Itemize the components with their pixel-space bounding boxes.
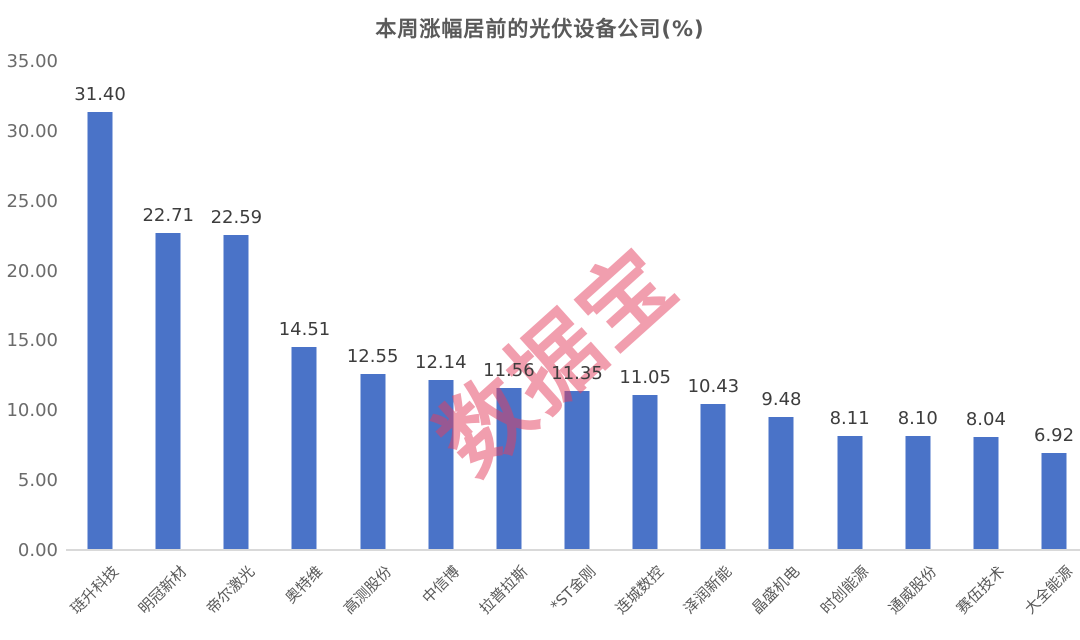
y-tick-label: 20.00	[6, 260, 58, 282]
x-category-label: 赛伍技术	[952, 562, 1009, 618]
x-category-label: 奥特维	[282, 562, 327, 607]
y-tick-label: 10.00	[6, 400, 58, 422]
chart-title: 本周涨幅居前的光伏设备公司(%)	[375, 17, 705, 41]
bar-value-label: 22.71	[142, 205, 194, 227]
bar-value-label: 10.43	[687, 375, 740, 397]
x-category-label: 帝尔激光	[203, 562, 259, 618]
bar-column: 31.40 琏升科技	[66, 62, 134, 617]
bar-value-label: 6.92	[1033, 424, 1075, 446]
bar-value-label: 11.56	[483, 360, 535, 382]
bar	[87, 112, 113, 549]
x-category-label: 泽润新能	[680, 562, 736, 618]
bar	[428, 380, 454, 549]
bar-column: 11.35 *ST金刚	[543, 62, 611, 615]
y-tick-label: 15.00	[6, 330, 58, 352]
bar-column: 6.92 大全能源	[1020, 62, 1080, 618]
bar-column: 11.05 连城数控	[611, 62, 679, 617]
bar-column: 9.48 晶盛机电	[747, 62, 815, 617]
x-category-label: 琏升科技	[67, 562, 123, 618]
x-category-label: 高测股份	[339, 562, 395, 618]
plot-area: 31.40 琏升科技 22.71 明冠新材 22.59 帝尔激光 14.51 奥特维 12.55…	[66, 62, 1080, 618]
bar-column: 8.11 时创能源	[816, 62, 884, 617]
y-tick-label: 30.00	[6, 120, 58, 142]
x-category-label: 晶盛机电	[748, 562, 804, 618]
bar	[360, 374, 386, 549]
bar-value-label: 9.48	[761, 389, 802, 411]
bar-column: 10.43 泽润新能	[679, 62, 747, 618]
x-category-label: 拉普拉斯	[475, 562, 532, 618]
x-category-label: 时创能源	[816, 562, 872, 618]
bar	[905, 436, 931, 549]
bar-column: 8.04 赛伍技术	[952, 62, 1020, 617]
bar-column: 14.51 奥特维	[270, 62, 338, 607]
bar-column: 22.59 帝尔激光	[202, 62, 270, 618]
bar-value-label: 8.10	[897, 408, 938, 430]
y-tick-label: 0.00	[17, 540, 58, 561]
bar	[700, 403, 726, 549]
bar	[1041, 452, 1067, 549]
bar-column: 12.55 高测股份	[339, 62, 407, 617]
bar-value-label: 12.14	[415, 352, 467, 374]
y-axis: 35.00 30.00 25.00 20.00 15.00 10.00 5.00 0.00	[0, 0, 58, 640]
x-category-label: 明冠新材	[135, 562, 191, 618]
y-tick-label: 25.00	[6, 190, 58, 212]
bar	[973, 437, 999, 549]
bar-column: 12.14 中信博	[407, 62, 475, 607]
x-category-label: 大全能源	[1021, 562, 1077, 618]
bar-value-label: 8.11	[829, 408, 870, 430]
bar-value-label: 8.04	[965, 409, 1006, 431]
bar-value-label: 12.55	[346, 346, 399, 368]
bar-value-label: 14.51	[278, 319, 331, 341]
y-tick-label: 35.00	[6, 51, 58, 72]
bar-value-label: 22.59	[210, 206, 263, 228]
bar	[291, 347, 317, 549]
bar	[564, 391, 590, 549]
bar	[837, 436, 863, 549]
bar-value-label: 31.40	[74, 84, 126, 106]
x-category-label: 中信博	[418, 562, 463, 607]
bar-value-label: 11.35	[551, 363, 603, 385]
bar-value-label: 11.05	[619, 367, 671, 389]
bar	[223, 234, 249, 549]
bar-column: 22.71 明冠新材	[134, 62, 202, 618]
x-category-label: 通威股份	[884, 562, 940, 618]
bar	[768, 417, 794, 549]
bar-column: 11.56 拉普拉斯	[475, 62, 543, 617]
bar	[155, 233, 181, 549]
x-category-label: 连城数控	[612, 562, 668, 618]
bar	[632, 395, 658, 549]
bar-column: 8.10 通威股份	[884, 62, 952, 617]
x-category-label: *ST金刚	[546, 562, 600, 615]
y-tick-label: 5.00	[17, 470, 58, 492]
bar	[496, 388, 522, 549]
